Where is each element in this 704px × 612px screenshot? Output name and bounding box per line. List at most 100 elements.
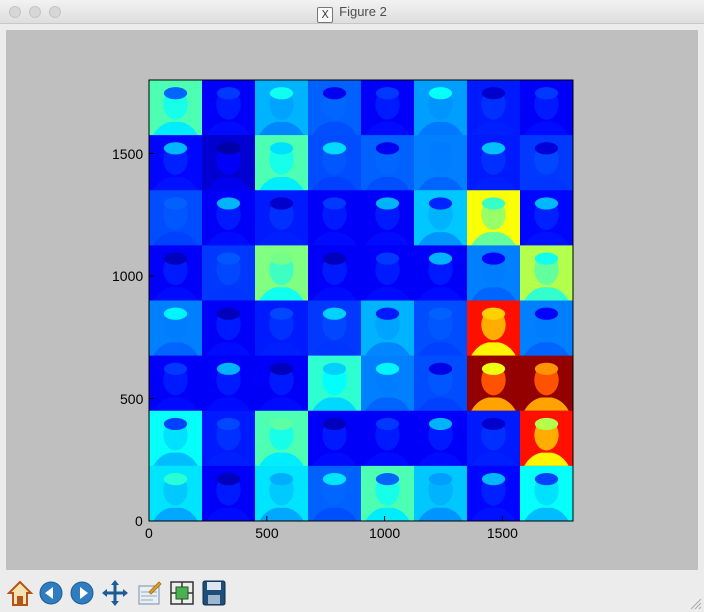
heatmap-tile <box>255 135 309 191</box>
heatmap-tile <box>255 80 309 136</box>
heatmap-tile <box>149 300 203 357</box>
heatmap-tile <box>414 80 468 136</box>
y-tick-label: 0 <box>135 513 143 529</box>
hair-region <box>375 362 400 375</box>
hair-region <box>163 307 188 320</box>
heatmap-plot[interactable] <box>6 30 698 570</box>
hair-region <box>216 417 241 431</box>
heatmap-tile <box>255 300 309 357</box>
heatmap-tile <box>467 80 521 136</box>
shoulders-silhouette <box>259 397 304 411</box>
home-icon[interactable] <box>6 578 34 608</box>
save-icon[interactable] <box>200 578 228 608</box>
heatmap-tile <box>520 245 574 301</box>
heatmap-tile <box>202 135 256 191</box>
heatmap-tile <box>414 190 468 246</box>
heatmap-tile <box>414 465 468 522</box>
hair-region <box>428 307 453 320</box>
zoom-icon[interactable] <box>135 578 163 608</box>
close-window-button[interactable] <box>9 6 21 18</box>
forward-icon[interactable] <box>68 578 96 608</box>
shoulders-silhouette <box>365 287 410 301</box>
pan-icon[interactable] <box>101 578 129 608</box>
heatmap-tile <box>308 135 362 191</box>
window-title-area: X Figure 2 <box>0 0 704 24</box>
window-titlebar: X Figure 2 <box>0 0 704 24</box>
heatmap-tile <box>520 135 574 191</box>
heatmap-tile <box>467 465 521 522</box>
configure-subplots-icon[interactable] <box>168 578 196 608</box>
hair-region <box>428 473 453 486</box>
shoulders-silhouette <box>365 232 410 246</box>
shoulders-silhouette <box>418 397 463 411</box>
hair-region <box>163 87 188 100</box>
shoulders-silhouette <box>312 452 357 466</box>
hair-region <box>375 252 400 265</box>
heatmap-tile <box>361 80 415 136</box>
hair-region <box>481 362 506 375</box>
heatmap-tile <box>520 355 574 412</box>
heatmap-tile <box>202 245 256 301</box>
minimize-window-button[interactable] <box>29 6 41 18</box>
heatmap-tile <box>520 80 574 136</box>
heatmap-tile <box>255 465 309 522</box>
hair-region <box>481 197 506 210</box>
hair-region <box>534 307 559 320</box>
hair-region <box>481 307 506 320</box>
shoulders-silhouette <box>524 121 569 136</box>
navigation-toolbar <box>0 574 704 612</box>
shoulders-silhouette <box>524 507 569 521</box>
hair-region <box>216 362 241 375</box>
shoulders-silhouette <box>365 342 410 356</box>
resize-grip-icon[interactable] <box>688 596 702 610</box>
x-tick-label: 0 <box>145 525 153 541</box>
heatmap-tile <box>414 135 468 191</box>
heatmap-tile <box>467 300 521 357</box>
shoulders-silhouette <box>418 507 463 521</box>
heatmap-tile <box>414 410 468 467</box>
heatmap-tile <box>308 355 362 412</box>
hair-region <box>163 197 188 210</box>
heatmap-tile <box>202 80 256 136</box>
heatmap-tile <box>149 410 203 467</box>
zoom-window-button[interactable] <box>49 6 61 18</box>
y-tick-label: 1000 <box>112 268 144 284</box>
hair-region <box>216 197 241 210</box>
heatmap-tile <box>149 355 203 412</box>
back-icon[interactable] <box>37 578 65 608</box>
hair-region <box>322 307 347 320</box>
heatmap-tile <box>467 245 521 301</box>
hair-region <box>322 362 347 375</box>
hair-region <box>534 252 559 265</box>
heatmap-tile <box>202 355 256 412</box>
shoulders-silhouette <box>312 232 357 246</box>
shoulders-silhouette <box>471 397 516 411</box>
shoulders-silhouette <box>418 121 463 136</box>
hair-region <box>322 142 347 155</box>
shoulders-silhouette <box>153 342 198 356</box>
x-tick-label: 500 <box>255 525 279 541</box>
heatmap-tile <box>255 410 309 467</box>
shoulders-silhouette <box>524 397 569 411</box>
hair-region <box>216 473 241 486</box>
shoulders-silhouette <box>471 232 516 246</box>
shoulders-silhouette <box>312 177 357 191</box>
hair-region <box>375 307 400 320</box>
heatmap-tile <box>520 190 574 246</box>
hair-region <box>428 417 453 431</box>
hair-region <box>428 87 453 100</box>
hair-region <box>269 473 294 486</box>
shoulders-silhouette <box>524 287 569 301</box>
y-tick-label: 1500 <box>112 145 144 162</box>
shoulders-silhouette <box>206 397 251 411</box>
shoulders-silhouette <box>206 507 251 521</box>
figure-canvas[interactable] <box>6 30 698 570</box>
hair-region <box>163 417 188 431</box>
y-tick-label: 500 <box>120 390 144 407</box>
shoulders-silhouette <box>471 342 516 356</box>
shoulders-silhouette <box>153 507 198 521</box>
hair-region <box>428 362 453 375</box>
shoulders-silhouette <box>259 287 304 301</box>
shoulders-silhouette <box>524 342 569 356</box>
heatmap-tile <box>255 190 309 246</box>
